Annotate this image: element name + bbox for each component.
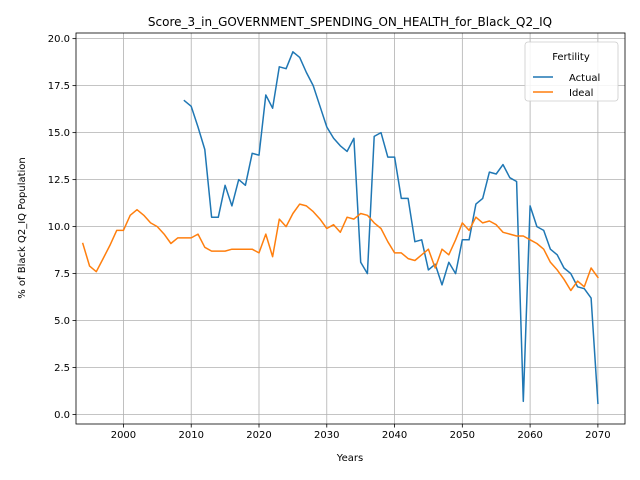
y-tick-label: 10.0 — [48, 222, 70, 233]
x-axis-title: Years — [336, 453, 363, 464]
x-tick-label: 2000 — [111, 430, 136, 441]
y-tick-label: 17.5 — [48, 81, 70, 92]
y-tick-label: 7.5 — [54, 269, 70, 280]
legend-box — [524, 41, 619, 102]
legend-title: Fertility — [552, 52, 590, 63]
x-tick-label: 2040 — [382, 430, 407, 441]
y-axis-ticks: 0.0 2.5 5.0 7.5 10.0 12.5 15.0 17.5 20.0 — [48, 34, 76, 421]
series-line-ideal — [81, 203, 599, 292]
y-tick-label: 12.5 — [48, 175, 70, 186]
y-tick-label: 2.5 — [54, 363, 70, 374]
x-tick-label: 2070 — [585, 430, 610, 441]
series-lines — [81, 51, 599, 405]
y-tick-label: 5.0 — [54, 316, 70, 327]
x-tick-label: 2020 — [246, 430, 271, 441]
y-tick-label: 20.0 — [48, 34, 70, 45]
plot-frame — [75, 32, 626, 425]
chart-title: Score_3_in_GOVERNMENT_SPENDING_ON_HEALTH… — [148, 15, 552, 29]
y-axis-title: % of Black Q2_IQ Population — [17, 157, 28, 299]
legend-label-ideal: Ideal — [569, 88, 593, 99]
legend: Fertility Actual Ideal — [524, 41, 619, 102]
x-tick-label: 2060 — [517, 430, 542, 441]
x-tick-label: 2050 — [450, 430, 475, 441]
y-tick-label: 0.0 — [54, 410, 70, 421]
y-tick-label: 15.0 — [48, 128, 70, 139]
legend-label-actual: Actual — [569, 73, 600, 84]
x-axis-ticks: 2000 2010 2020 2030 2040 2050 2060 2070 — [111, 424, 611, 441]
x-tick-label: 2010 — [178, 430, 203, 441]
x-tick-label: 2030 — [314, 430, 339, 441]
